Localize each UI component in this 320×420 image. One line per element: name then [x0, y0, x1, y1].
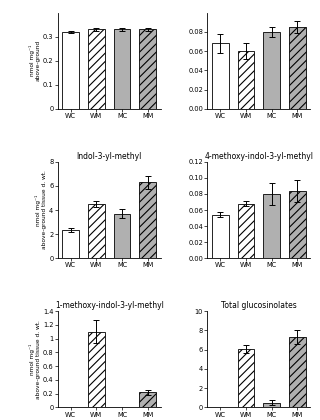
Bar	[289, 337, 306, 407]
Title: 1-methoxy-indol-3-yl-methyl: 1-methoxy-indol-3-yl-methyl	[55, 301, 164, 310]
Bar	[238, 51, 254, 109]
Title: Total glucosinolates: Total glucosinolates	[221, 301, 297, 310]
Bar	[212, 215, 228, 258]
Y-axis label: nmol mg⁻¹
above-ground tissue d. wt.: nmol mg⁻¹ above-ground tissue d. wt.	[28, 320, 41, 399]
Bar	[238, 204, 254, 258]
Bar	[263, 403, 280, 407]
Bar	[289, 191, 306, 258]
Bar	[238, 349, 254, 407]
Y-axis label: nmol mg⁻¹
above-ground tissue d. wt.: nmol mg⁻¹ above-ground tissue d. wt.	[35, 171, 47, 249]
Title: 4-methoxy-indol-3-yl-methyl: 4-methoxy-indol-3-yl-methyl	[204, 152, 313, 161]
Bar	[140, 29, 156, 109]
Title: Indol-3-yl-methyl: Indol-3-yl-methyl	[76, 152, 142, 161]
Bar	[212, 43, 228, 109]
Bar	[263, 194, 280, 258]
Bar	[140, 392, 156, 407]
Y-axis label: nmol mg⁻¹
above-ground: nmol mg⁻¹ above-ground	[28, 40, 41, 81]
Bar	[88, 332, 105, 407]
Bar	[62, 230, 79, 258]
Bar	[114, 214, 130, 258]
Bar	[88, 204, 105, 258]
Bar	[263, 32, 280, 109]
Bar	[114, 29, 130, 109]
Bar	[140, 182, 156, 258]
Bar	[62, 32, 79, 109]
Bar	[88, 29, 105, 109]
Bar	[289, 27, 306, 109]
